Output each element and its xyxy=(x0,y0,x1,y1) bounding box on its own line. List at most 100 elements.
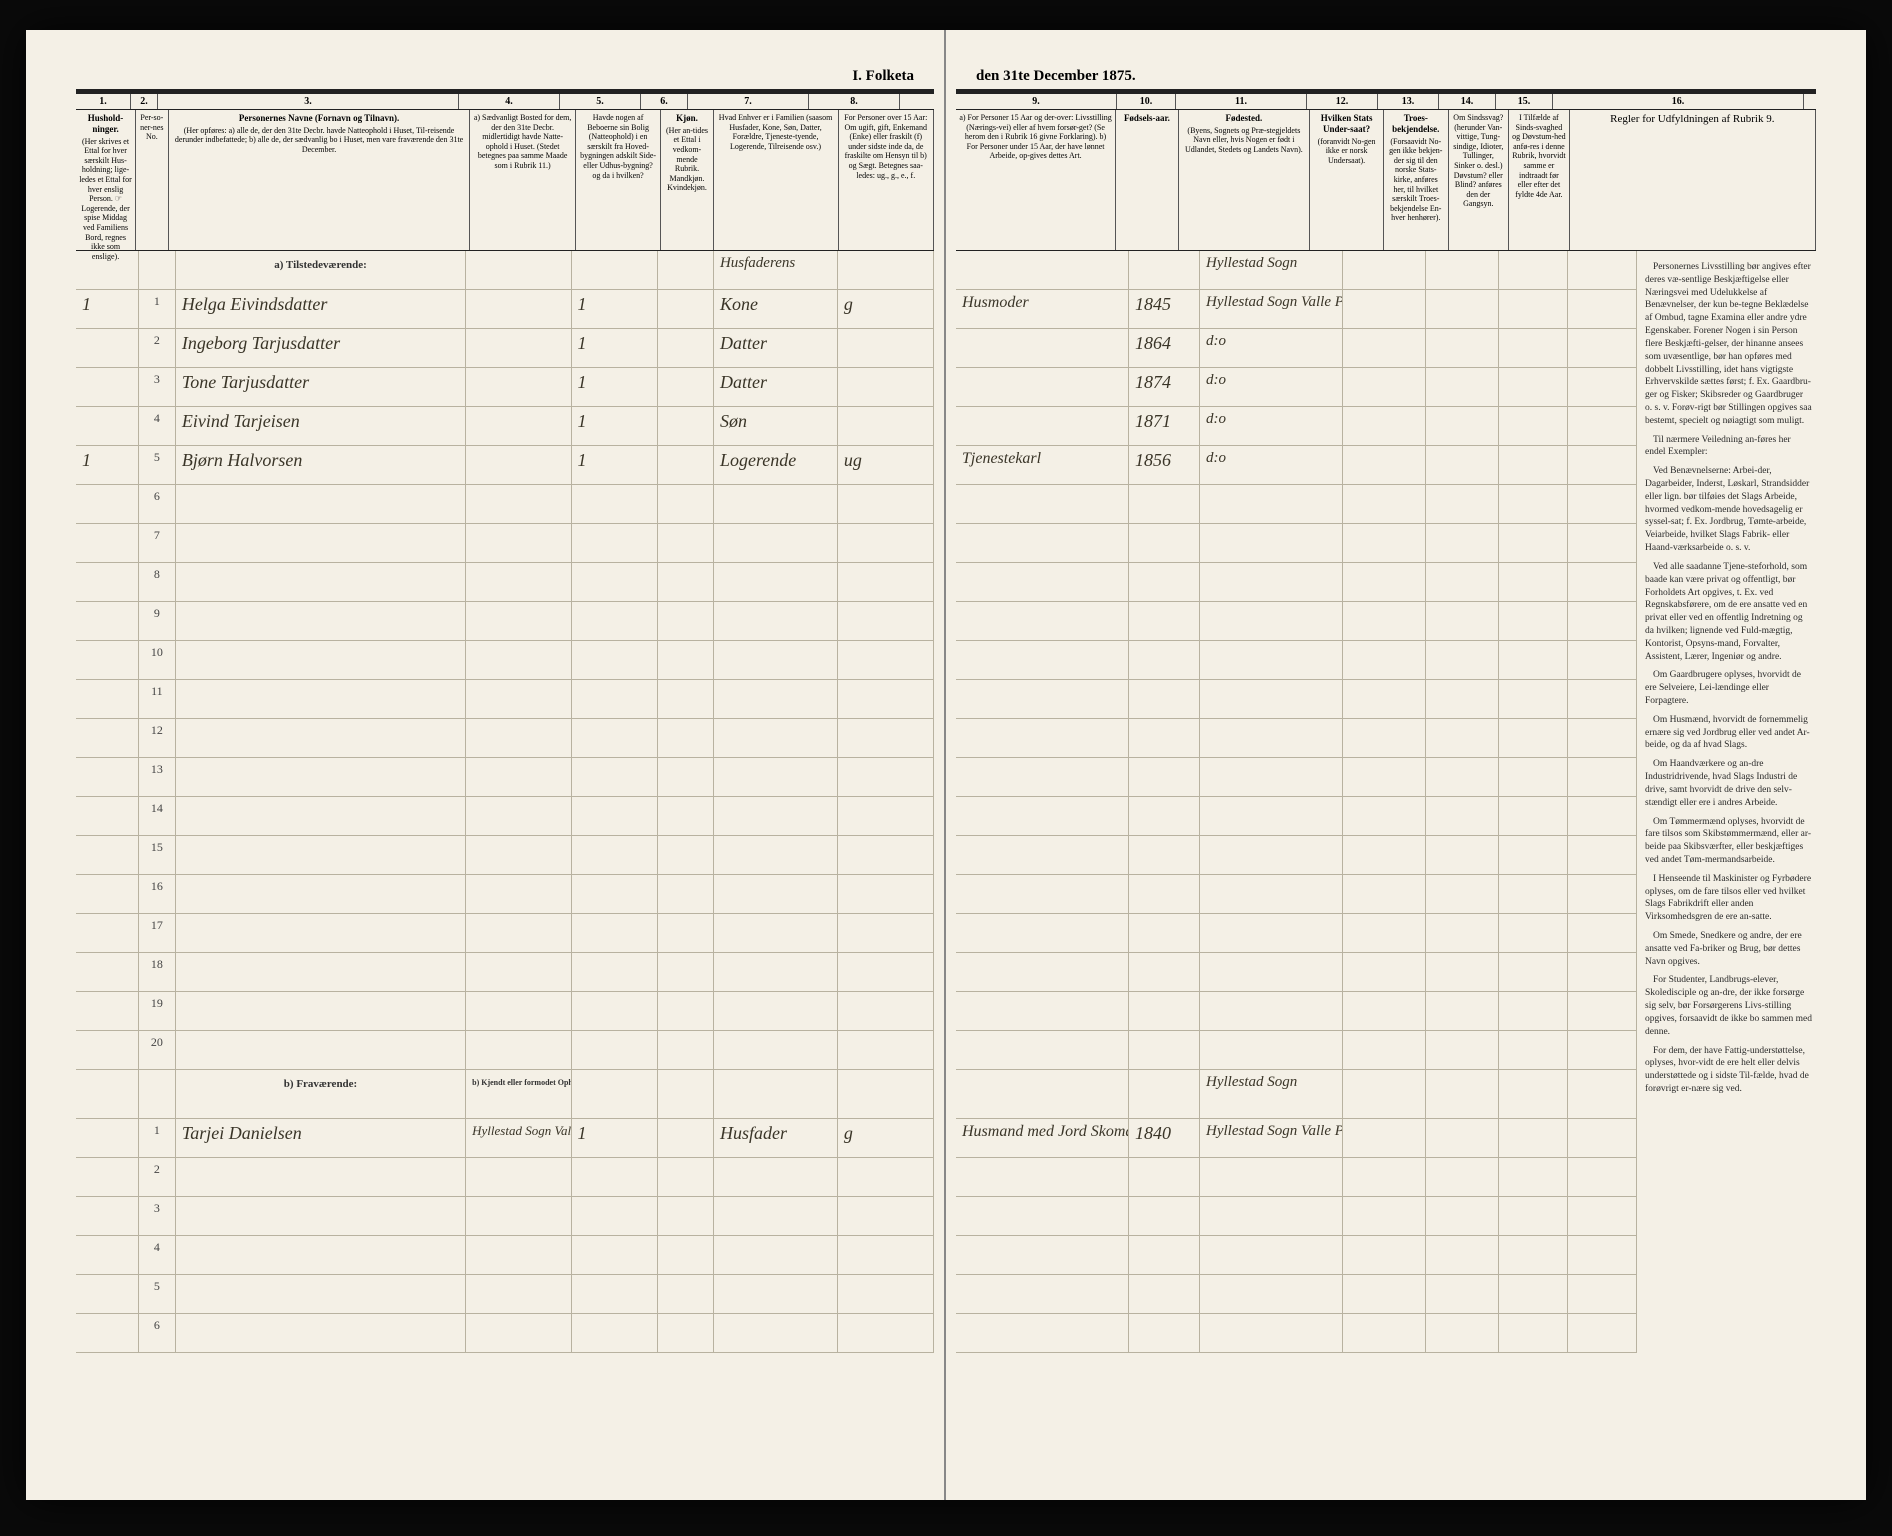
cell-c14 xyxy=(1499,797,1568,835)
cell-household xyxy=(76,641,139,679)
cell-c15 xyxy=(1568,368,1637,406)
cell-occupation: Tjenestekarl xyxy=(956,446,1129,484)
cell-c14 xyxy=(1499,719,1568,757)
cell-c14 xyxy=(1499,290,1568,328)
cell-c4 xyxy=(466,1275,571,1313)
table-row: 5 xyxy=(76,1275,934,1314)
cell-household xyxy=(76,1031,139,1069)
cell-sex xyxy=(658,953,714,991)
cell-c12 xyxy=(1343,1119,1426,1157)
cell-c5 xyxy=(572,875,659,913)
table-row: Husmoder 1845 Hyllestad Sogn Valle Prost… xyxy=(956,290,1637,329)
cell-c5 xyxy=(572,1031,659,1069)
table-row xyxy=(956,953,1637,992)
table-row xyxy=(956,914,1637,953)
section-b-label: b) Fraværende: xyxy=(176,1070,466,1118)
cell-rownum: 20 xyxy=(139,1031,176,1069)
cell-status xyxy=(838,1275,934,1313)
cell-status xyxy=(838,1236,934,1274)
cell-c5 xyxy=(572,758,659,796)
cell-occupation xyxy=(956,797,1129,835)
table-row: 2 Ingeborg Tarjusdatter 1 Datter xyxy=(76,329,934,368)
cell-c15 xyxy=(1568,1236,1637,1274)
cell-c15 xyxy=(1568,1275,1637,1313)
cell-occupation: Husmoder xyxy=(956,290,1129,328)
instruction-para: Om Smede, Snedkere og andre, der ere ans… xyxy=(1645,930,1812,968)
cell-year xyxy=(1129,914,1200,952)
cell-year: 1871 xyxy=(1129,407,1200,445)
cell-name xyxy=(176,836,466,874)
cell-status xyxy=(838,368,934,406)
cell-c4 xyxy=(466,446,571,484)
colnum-15: 15. xyxy=(1496,94,1553,109)
cell-household xyxy=(76,563,139,601)
cell-c12 xyxy=(1343,914,1426,952)
cell-family xyxy=(714,1197,838,1235)
cell-name xyxy=(176,992,466,1030)
table-row xyxy=(956,641,1637,680)
cell-c14 xyxy=(1499,485,1568,523)
cell-c14 xyxy=(1499,1275,1568,1313)
cell-rownum: 10 xyxy=(139,641,176,679)
cell-name: Tone Tarjusdatter xyxy=(176,368,466,406)
cell-family xyxy=(714,914,838,952)
cell-c5 xyxy=(572,1197,659,1235)
table-row: 11 xyxy=(76,680,934,719)
cell-c5 xyxy=(572,719,659,757)
table-row: 14 xyxy=(76,797,934,836)
cell-c15 xyxy=(1568,485,1637,523)
cell-year xyxy=(1129,485,1200,523)
cell-year: 1864 xyxy=(1129,329,1200,367)
cell-c15 xyxy=(1568,446,1637,484)
header-14: Om Sindssvag? (herunder Van-vittige, Tun… xyxy=(1449,110,1510,250)
cell-c12 xyxy=(1343,290,1426,328)
section-b-row: b) Fraværende: b) Kjendt eller formodet … xyxy=(76,1070,934,1119)
cell-c4 xyxy=(466,1236,571,1274)
cell-rownum: 17 xyxy=(139,914,176,952)
cell-birthplace: d:o xyxy=(1200,407,1343,445)
cell-name xyxy=(176,1031,466,1069)
cell-sex xyxy=(658,1158,714,1196)
cell-household xyxy=(76,914,139,952)
cell-occupation xyxy=(956,1314,1129,1352)
colnum-4: 4. xyxy=(459,94,560,109)
col-number-row-left: 1. 2. 3. 4. 5. 6. 7. 8. xyxy=(76,92,934,110)
cell-c12 xyxy=(1343,1158,1426,1196)
cell-c4 xyxy=(466,368,571,406)
cell-c12 xyxy=(1343,1275,1426,1313)
cell-family xyxy=(714,1275,838,1313)
cell-status xyxy=(838,329,934,367)
cell-sex xyxy=(658,446,714,484)
cell-c4 xyxy=(466,797,571,835)
cell-birthplace: Hyllestad Sogn Valle Prostej xyxy=(1200,290,1343,328)
table-row xyxy=(956,680,1637,719)
cell-birthplace xyxy=(1200,953,1343,991)
cell-c5: 1 xyxy=(572,446,659,484)
cell-c15 xyxy=(1568,914,1637,952)
cell-household xyxy=(76,1236,139,1274)
cell-c4 xyxy=(466,524,571,562)
cell-c13 xyxy=(1426,524,1499,562)
colnum-16: 16. xyxy=(1553,94,1804,109)
col-number-row-right: 9. 10. 11. 12. 13. 14. 15. 16. xyxy=(956,92,1816,110)
cell-name xyxy=(176,680,466,718)
cell-occupation xyxy=(956,329,1129,367)
cell-rownum: 6 xyxy=(139,1314,176,1352)
cell-c15 xyxy=(1568,602,1637,640)
cell-family xyxy=(714,680,838,718)
cell-sex xyxy=(658,524,714,562)
table-row: 2 xyxy=(76,1158,934,1197)
cell-name xyxy=(176,1275,466,1313)
cell-rownum: 11 xyxy=(139,680,176,718)
cell-c4 xyxy=(466,953,571,991)
cell-rownum: 1 xyxy=(139,290,176,328)
cell-name: Tarjei Danielsen xyxy=(176,1119,466,1157)
cell-sex xyxy=(658,758,714,796)
cell-occupation xyxy=(956,836,1129,874)
cell-c5 xyxy=(572,953,659,991)
cell-year xyxy=(1129,1197,1200,1235)
header-7: Hvad Enhver er i Familien (saasom Husfad… xyxy=(714,110,839,250)
cell-birthplace xyxy=(1200,1236,1343,1274)
cell-c12 xyxy=(1343,992,1426,1030)
table-row xyxy=(956,875,1637,914)
